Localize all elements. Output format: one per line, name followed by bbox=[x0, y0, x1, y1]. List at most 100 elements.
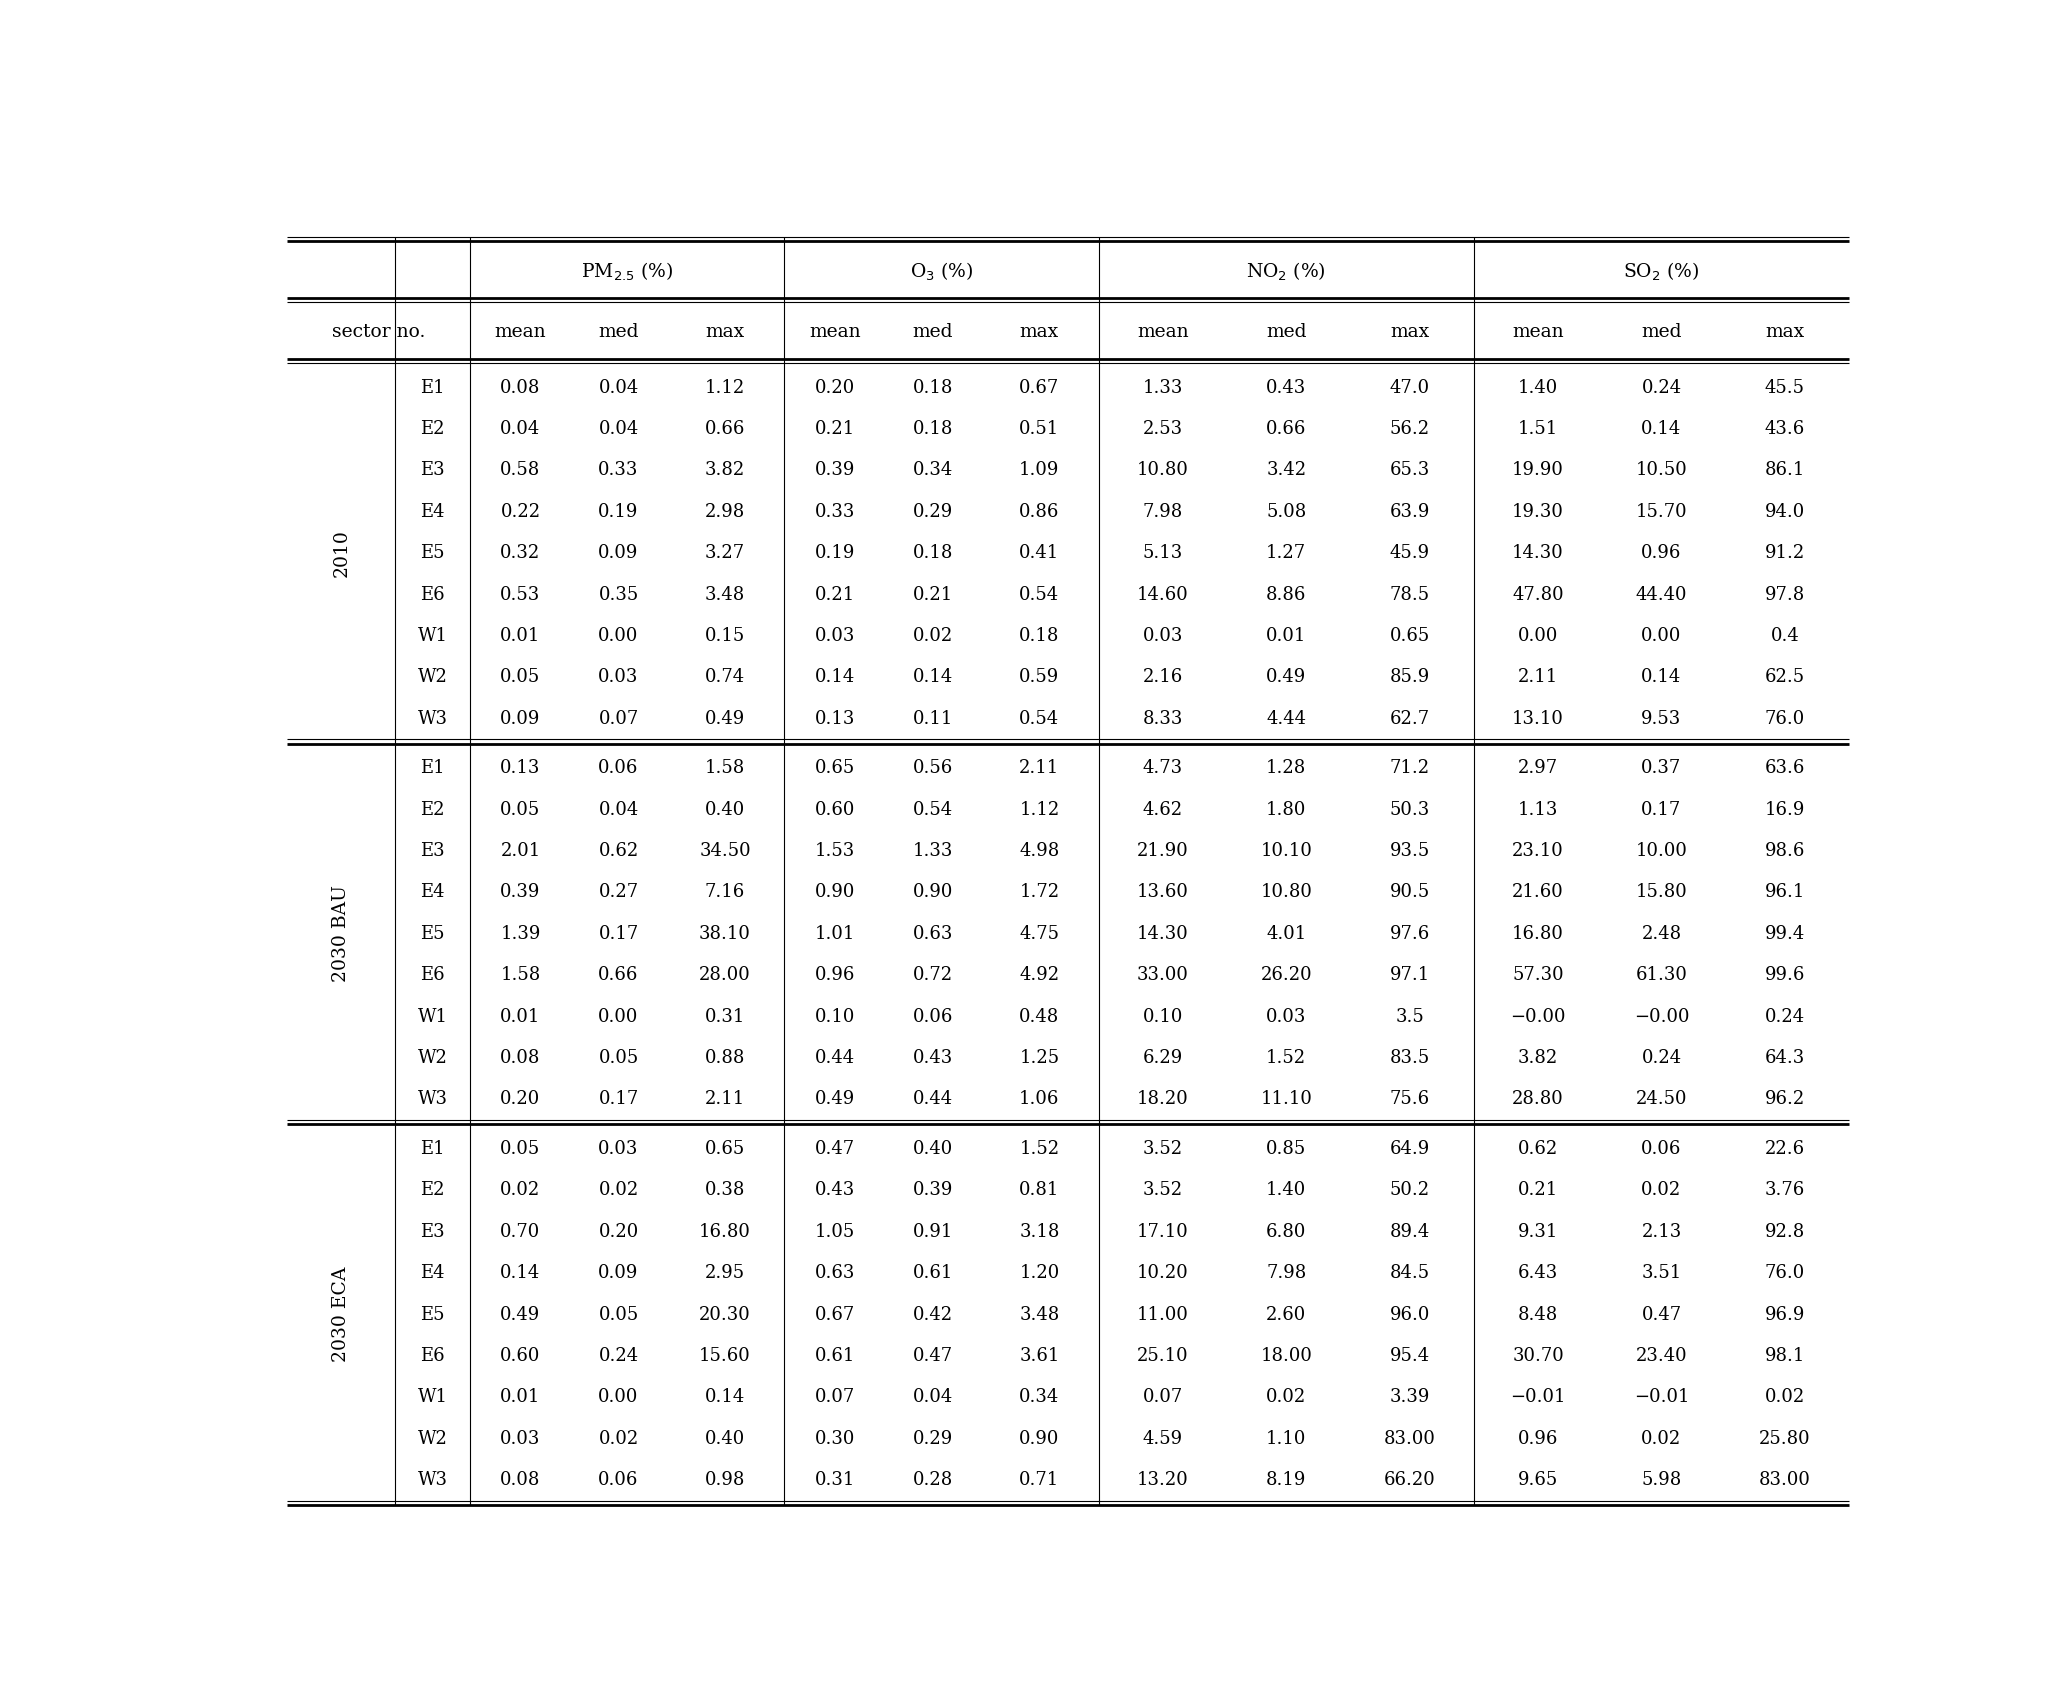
Text: 45.9: 45.9 bbox=[1389, 544, 1430, 562]
Text: 23.40: 23.40 bbox=[1635, 1346, 1687, 1365]
Text: max: max bbox=[705, 324, 744, 341]
Text: 34.50: 34.50 bbox=[699, 842, 750, 861]
Text: 24.50: 24.50 bbox=[1635, 1091, 1687, 1108]
Text: 0.06: 0.06 bbox=[597, 760, 639, 777]
Text: 0.60: 0.60 bbox=[814, 801, 856, 818]
Text: 2.95: 2.95 bbox=[705, 1264, 744, 1281]
Text: 99.4: 99.4 bbox=[1765, 925, 1804, 942]
Text: 2.16: 2.16 bbox=[1143, 668, 1182, 687]
Text: 1.52: 1.52 bbox=[1267, 1050, 1306, 1067]
Text: 0.96: 0.96 bbox=[1641, 544, 1683, 562]
Text: mean: mean bbox=[494, 324, 546, 341]
Text: 85.9: 85.9 bbox=[1389, 668, 1430, 687]
Text: 4.75: 4.75 bbox=[1019, 925, 1060, 942]
Text: 0.28: 0.28 bbox=[914, 1471, 953, 1489]
Text: 0.07: 0.07 bbox=[597, 709, 639, 728]
Text: 0.02: 0.02 bbox=[500, 1181, 542, 1200]
Text: 2.11: 2.11 bbox=[1517, 668, 1559, 687]
Text: 3.61: 3.61 bbox=[1019, 1346, 1060, 1365]
Text: 0.62: 0.62 bbox=[597, 842, 639, 861]
Text: 84.5: 84.5 bbox=[1389, 1264, 1430, 1281]
Text: E4: E4 bbox=[420, 503, 444, 521]
Text: 0.96: 0.96 bbox=[814, 966, 856, 985]
Text: 19.30: 19.30 bbox=[1513, 503, 1565, 521]
Text: 0.08: 0.08 bbox=[500, 1050, 542, 1067]
Text: 1.25: 1.25 bbox=[1019, 1050, 1060, 1067]
Text: 21.60: 21.60 bbox=[1513, 883, 1565, 901]
Text: mean: mean bbox=[1137, 324, 1189, 341]
Text: mean: mean bbox=[1513, 324, 1565, 341]
Text: E1: E1 bbox=[420, 378, 444, 397]
Text: E2: E2 bbox=[420, 801, 444, 818]
Text: 2.60: 2.60 bbox=[1267, 1305, 1306, 1324]
Text: 0.20: 0.20 bbox=[814, 378, 856, 397]
Text: 9.53: 9.53 bbox=[1641, 709, 1683, 728]
Text: 95.4: 95.4 bbox=[1389, 1346, 1430, 1365]
Text: W3: W3 bbox=[418, 709, 449, 728]
Text: 64.3: 64.3 bbox=[1765, 1050, 1804, 1067]
Text: 0.47: 0.47 bbox=[814, 1140, 856, 1159]
Text: 0.00: 0.00 bbox=[597, 1007, 639, 1026]
Text: E4: E4 bbox=[420, 1264, 444, 1281]
Text: 8.48: 8.48 bbox=[1517, 1305, 1559, 1324]
Text: 16.80: 16.80 bbox=[699, 1223, 750, 1241]
Text: 3.52: 3.52 bbox=[1143, 1181, 1182, 1200]
Text: 0.81: 0.81 bbox=[1019, 1181, 1060, 1200]
Text: max: max bbox=[1019, 324, 1058, 341]
Text: 1.09: 1.09 bbox=[1019, 462, 1060, 479]
Text: 1.33: 1.33 bbox=[1143, 378, 1182, 397]
Text: 1.27: 1.27 bbox=[1267, 544, 1306, 562]
Text: 0.14: 0.14 bbox=[814, 668, 856, 687]
Text: 0.04: 0.04 bbox=[597, 419, 639, 438]
Text: 10.80: 10.80 bbox=[1261, 883, 1313, 901]
Text: 0.10: 0.10 bbox=[1143, 1007, 1182, 1026]
Text: 0.47: 0.47 bbox=[914, 1346, 953, 1365]
Text: 0.14: 0.14 bbox=[1641, 419, 1683, 438]
Text: W1: W1 bbox=[418, 627, 449, 644]
Text: 75.6: 75.6 bbox=[1389, 1091, 1430, 1108]
Text: 96.9: 96.9 bbox=[1765, 1305, 1804, 1324]
Text: 0.02: 0.02 bbox=[1641, 1430, 1683, 1448]
Text: 0.06: 0.06 bbox=[1641, 1140, 1683, 1159]
Text: 0.18: 0.18 bbox=[914, 544, 953, 562]
Text: 0.03: 0.03 bbox=[500, 1430, 542, 1448]
Text: 19.90: 19.90 bbox=[1513, 462, 1565, 479]
Text: 25.10: 25.10 bbox=[1137, 1346, 1189, 1365]
Text: 0.65: 0.65 bbox=[1389, 627, 1430, 644]
Text: 0.44: 0.44 bbox=[814, 1050, 856, 1067]
Text: 2.01: 2.01 bbox=[500, 842, 542, 861]
Text: 0.42: 0.42 bbox=[914, 1305, 953, 1324]
Text: 26.20: 26.20 bbox=[1261, 966, 1313, 985]
Text: 0.37: 0.37 bbox=[1641, 760, 1683, 777]
Text: sector no.: sector no. bbox=[333, 324, 426, 341]
Text: 0.88: 0.88 bbox=[705, 1050, 746, 1067]
Text: 0.09: 0.09 bbox=[597, 544, 639, 562]
Text: 1.40: 1.40 bbox=[1517, 378, 1559, 397]
Text: 8.19: 8.19 bbox=[1265, 1471, 1306, 1489]
Text: 0.04: 0.04 bbox=[597, 801, 639, 818]
Text: 2030 ECA: 2030 ECA bbox=[333, 1266, 349, 1361]
Text: 99.6: 99.6 bbox=[1765, 966, 1804, 985]
Text: 2.11: 2.11 bbox=[1019, 760, 1060, 777]
Text: 71.2: 71.2 bbox=[1389, 760, 1430, 777]
Text: 0.17: 0.17 bbox=[597, 1091, 639, 1108]
Text: 8.33: 8.33 bbox=[1143, 709, 1182, 728]
Text: 78.5: 78.5 bbox=[1389, 586, 1430, 603]
Text: 1.20: 1.20 bbox=[1019, 1264, 1060, 1281]
Text: 63.9: 63.9 bbox=[1389, 503, 1430, 521]
Text: 86.1: 86.1 bbox=[1765, 462, 1804, 479]
Text: −0.00: −0.00 bbox=[1511, 1007, 1567, 1026]
Text: 83.00: 83.00 bbox=[1759, 1471, 1811, 1489]
Text: PM$_{2.5}$ (%): PM$_{2.5}$ (%) bbox=[581, 261, 674, 283]
Text: 2.11: 2.11 bbox=[705, 1091, 744, 1108]
Text: 9.31: 9.31 bbox=[1517, 1223, 1559, 1241]
Text: E3: E3 bbox=[420, 1223, 444, 1241]
Text: 1.58: 1.58 bbox=[500, 966, 542, 985]
Text: 10.80: 10.80 bbox=[1137, 462, 1189, 479]
Text: 0.14: 0.14 bbox=[914, 668, 953, 687]
Text: 7.16: 7.16 bbox=[705, 883, 744, 901]
Text: 3.48: 3.48 bbox=[1019, 1305, 1060, 1324]
Text: 50.3: 50.3 bbox=[1389, 801, 1430, 818]
Text: 0.90: 0.90 bbox=[814, 883, 856, 901]
Text: 1.01: 1.01 bbox=[814, 925, 856, 942]
